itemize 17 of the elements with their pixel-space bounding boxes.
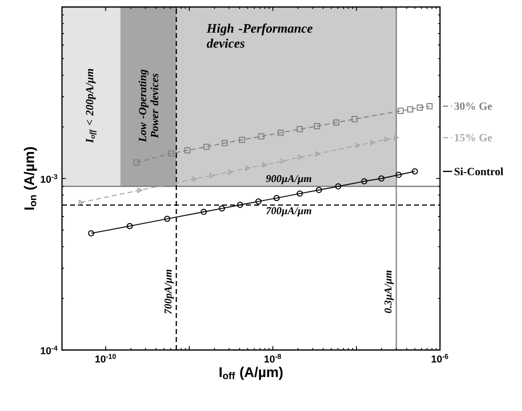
ref-line-label: 700µA/µm bbox=[266, 207, 312, 216]
ref-line-label: 0.3µA/µm bbox=[384, 270, 394, 313]
y-tick-label: 10$^{-3}$ bbox=[40, 174, 58, 183]
ref-line-label: 900µA/µm bbox=[266, 175, 312, 184]
band-label: Low -Operating Power devices bbox=[138, 70, 158, 142]
x-tick-label: 10$^{-10}$ bbox=[95, 354, 116, 363]
band-label: High -Performance devices bbox=[206, 23, 313, 48]
legend-label: Si-Control bbox=[454, 168, 504, 176]
ref-line-label: 700pA/µm bbox=[164, 270, 174, 314]
legend-label: 30% Ge bbox=[454, 102, 492, 110]
legend-label: 15% Ge bbox=[454, 134, 492, 142]
band-label: I$_{off}$ < 200pA/µm bbox=[86, 68, 97, 144]
y-axis-title: I$_{on}$ (A/µm) bbox=[24, 147, 37, 210]
x-tick-label: 10$^{-6}$ bbox=[432, 354, 448, 363]
x-tick-label: 10$^{-8}$ bbox=[264, 354, 282, 363]
y-tick-label: 10$^{-4}$ bbox=[40, 346, 58, 354]
x-axis-title: I$_{off}$ (A/µm) bbox=[220, 366, 283, 380]
